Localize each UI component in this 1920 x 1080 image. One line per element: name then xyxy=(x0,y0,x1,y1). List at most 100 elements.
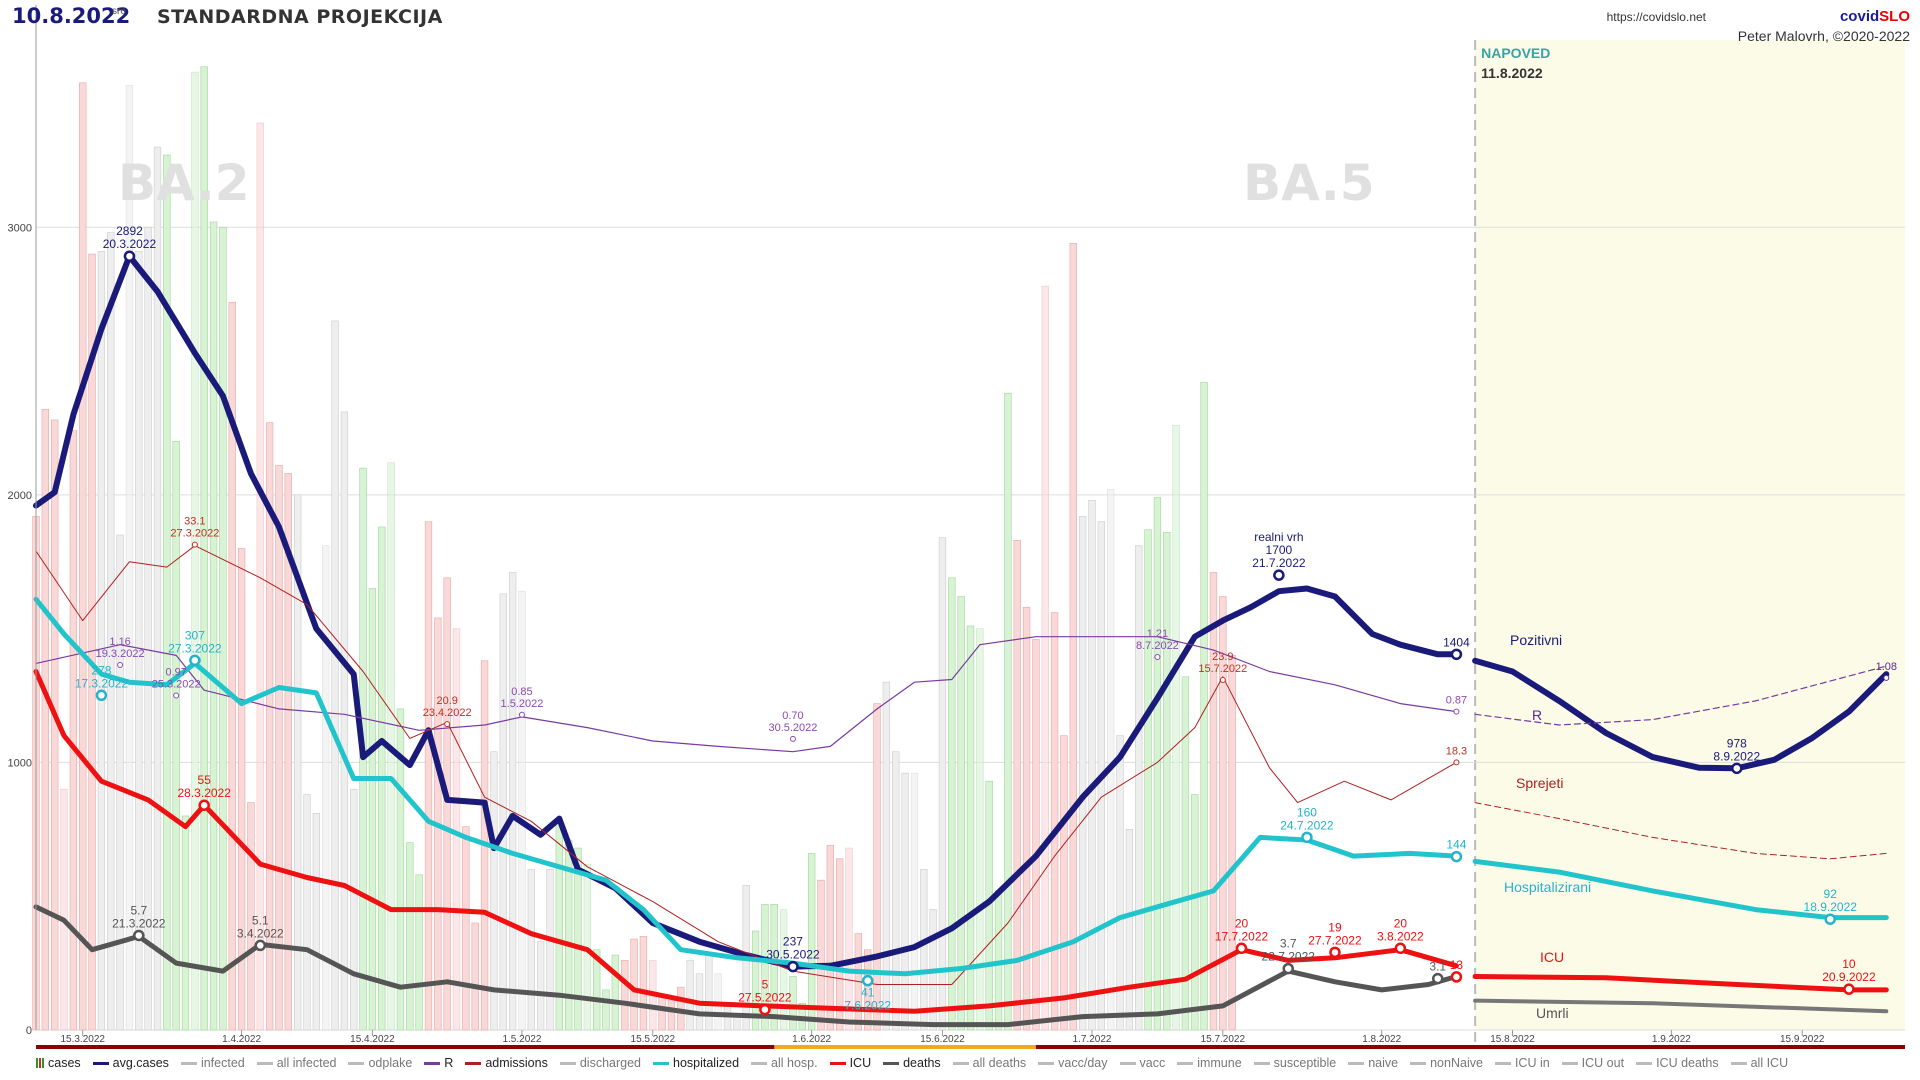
legend-item-all-icu[interactable]: all ICU xyxy=(1730,1053,1788,1073)
series-line-icu-forecast xyxy=(1472,974,1889,993)
cases-bar xyxy=(817,879,825,1031)
x-tick-label: 1.9.2022 xyxy=(1652,1034,1691,1045)
cases-bar xyxy=(873,703,881,1031)
legend-item-odplake[interactable]: odplake xyxy=(348,1053,412,1073)
variant-labels: BA.2 BA.5 xyxy=(118,154,1375,212)
annotation-label: 20.9.2022 xyxy=(1822,970,1876,984)
legend-label: admissions xyxy=(485,1056,548,1070)
cases-bar xyxy=(228,301,236,1031)
legend-item-all-deaths[interactable]: all deaths xyxy=(952,1053,1027,1073)
legend-item-avg-cases[interactable]: avg.cases xyxy=(92,1053,169,1073)
cases-bar xyxy=(658,994,666,1031)
cases-bar xyxy=(1228,655,1236,1031)
legend-item-cases[interactable]: cases xyxy=(36,1053,81,1073)
cases-bar xyxy=(555,820,563,1031)
cases-bar xyxy=(864,949,872,1031)
series-label: Pozitivni xyxy=(1510,632,1562,648)
legend-label: infected xyxy=(200,1056,245,1070)
legend-label: nonNaive xyxy=(1430,1056,1483,1070)
cases-bar xyxy=(836,858,844,1031)
timeline-strip-segment xyxy=(774,1045,1036,1049)
annotation-marker xyxy=(189,654,201,667)
cases-bar xyxy=(1004,392,1012,1031)
annotation-label: 278 xyxy=(91,663,111,677)
cases-bar xyxy=(303,794,311,1031)
cases-bar xyxy=(845,847,853,1031)
annotation-label: realni vrh xyxy=(1254,530,1303,544)
cases-bar xyxy=(770,903,778,1031)
cases-bar xyxy=(69,430,78,1031)
chart-title: STANDARDNA PROJEKCIJA xyxy=(157,6,443,28)
legend-item-deaths[interactable]: deaths xyxy=(883,1053,941,1073)
cases-bar xyxy=(1200,382,1208,1031)
legend-item-hospitalized[interactable]: hospitalized xyxy=(653,1053,739,1073)
cases-bar xyxy=(621,960,629,1031)
legend-swatch xyxy=(883,1061,900,1065)
legend-item-nonnaive[interactable]: nonNaive xyxy=(1410,1053,1483,1073)
cases-bar xyxy=(1088,499,1096,1031)
cases-bar xyxy=(686,960,694,1031)
legend-item-naive[interactable]: naive xyxy=(1348,1053,1398,1073)
legend-item-r[interactable]: R xyxy=(424,1053,453,1073)
cases-bar xyxy=(265,422,274,1031)
annotation-label: 17.3.2022 xyxy=(75,676,129,690)
annotation-marker xyxy=(117,662,124,669)
legend-label: all infected xyxy=(276,1056,337,1070)
series-line-hospitalized-forecast xyxy=(1472,858,1889,921)
legend-item-admissions[interactable]: admissions xyxy=(465,1053,548,1073)
cases-bar xyxy=(60,788,68,1031)
annotation-label: 978 xyxy=(1727,736,1747,750)
legend-label: all deaths xyxy=(972,1056,1027,1070)
legend-label: vacc/day xyxy=(1058,1056,1108,1070)
cases-bar xyxy=(1116,735,1124,1031)
legend-item-vacc-day[interactable]: vacc/day xyxy=(1038,1053,1108,1073)
cases-bar xyxy=(1060,735,1068,1031)
legend-item-susceptible[interactable]: susceptible xyxy=(1253,1053,1337,1073)
legend-swatch xyxy=(1253,1061,1270,1065)
annotation-marker xyxy=(1301,831,1313,844)
legend-item-discharged[interactable]: discharged xyxy=(559,1053,641,1073)
site-url[interactable]: https://covidslo.net xyxy=(1606,10,1706,24)
legend-label: susceptible xyxy=(1273,1056,1337,1070)
legend-item-vacc[interactable]: vacc xyxy=(1119,1053,1165,1073)
series-lines xyxy=(33,253,1890,1028)
cases-bar xyxy=(312,812,321,1031)
legend-swatch xyxy=(1177,1061,1194,1065)
legend-label: deaths xyxy=(903,1056,941,1070)
cases-bar xyxy=(406,842,414,1031)
cases-bar xyxy=(209,221,218,1031)
forecast-date: 11.8.2022 xyxy=(1481,65,1543,81)
legend-item-all-infected[interactable]: all infected xyxy=(256,1053,337,1073)
cases-bar xyxy=(892,751,900,1031)
legend-label: hospitalized xyxy=(673,1056,740,1070)
legend-item-icu-deaths[interactable]: ICU deaths xyxy=(1636,1053,1719,1073)
cases-bar xyxy=(602,989,610,1031)
cases-bar xyxy=(191,71,199,1031)
annotation-label: 20.3.2022 xyxy=(103,237,157,251)
annotation-label: 8.7.2022 xyxy=(1136,640,1179,652)
legend-item-immune[interactable]: immune xyxy=(1177,1053,1242,1073)
cases-bar xyxy=(966,625,975,1031)
annotation-label: 21.7.2022 xyxy=(1252,556,1306,570)
annotation-marker xyxy=(861,974,874,987)
legend-item-icu-in[interactable]: ICU in xyxy=(1494,1053,1550,1073)
annotation-label: 1.21 xyxy=(1147,628,1168,640)
legend-swatch xyxy=(952,1061,969,1065)
legend-item-all-hosp-[interactable]: all hosp. xyxy=(751,1053,818,1073)
cases-bar xyxy=(639,936,648,1031)
cases-bar xyxy=(97,251,106,1031)
legend-item-icu-out[interactable]: ICU out xyxy=(1561,1053,1624,1073)
annotation-label: 3.7 xyxy=(1280,937,1297,951)
x-tick-label: 15.9.2022 xyxy=(1780,1034,1825,1045)
cases-bar xyxy=(957,596,965,1031)
legend-swatch xyxy=(1730,1061,1747,1065)
cases-bar xyxy=(1163,532,1171,1031)
legend-item-icu[interactable]: ICU xyxy=(829,1053,871,1073)
annotation-label: 18.3 xyxy=(1446,745,1467,757)
y-tick-label: 2000 xyxy=(8,490,32,502)
series-line-deaths xyxy=(33,904,1459,1028)
legend-item-infected[interactable]: infected xyxy=(180,1053,245,1073)
annotation-marker xyxy=(1273,569,1285,581)
annotation-label: 8.9.2022 xyxy=(1713,749,1760,763)
